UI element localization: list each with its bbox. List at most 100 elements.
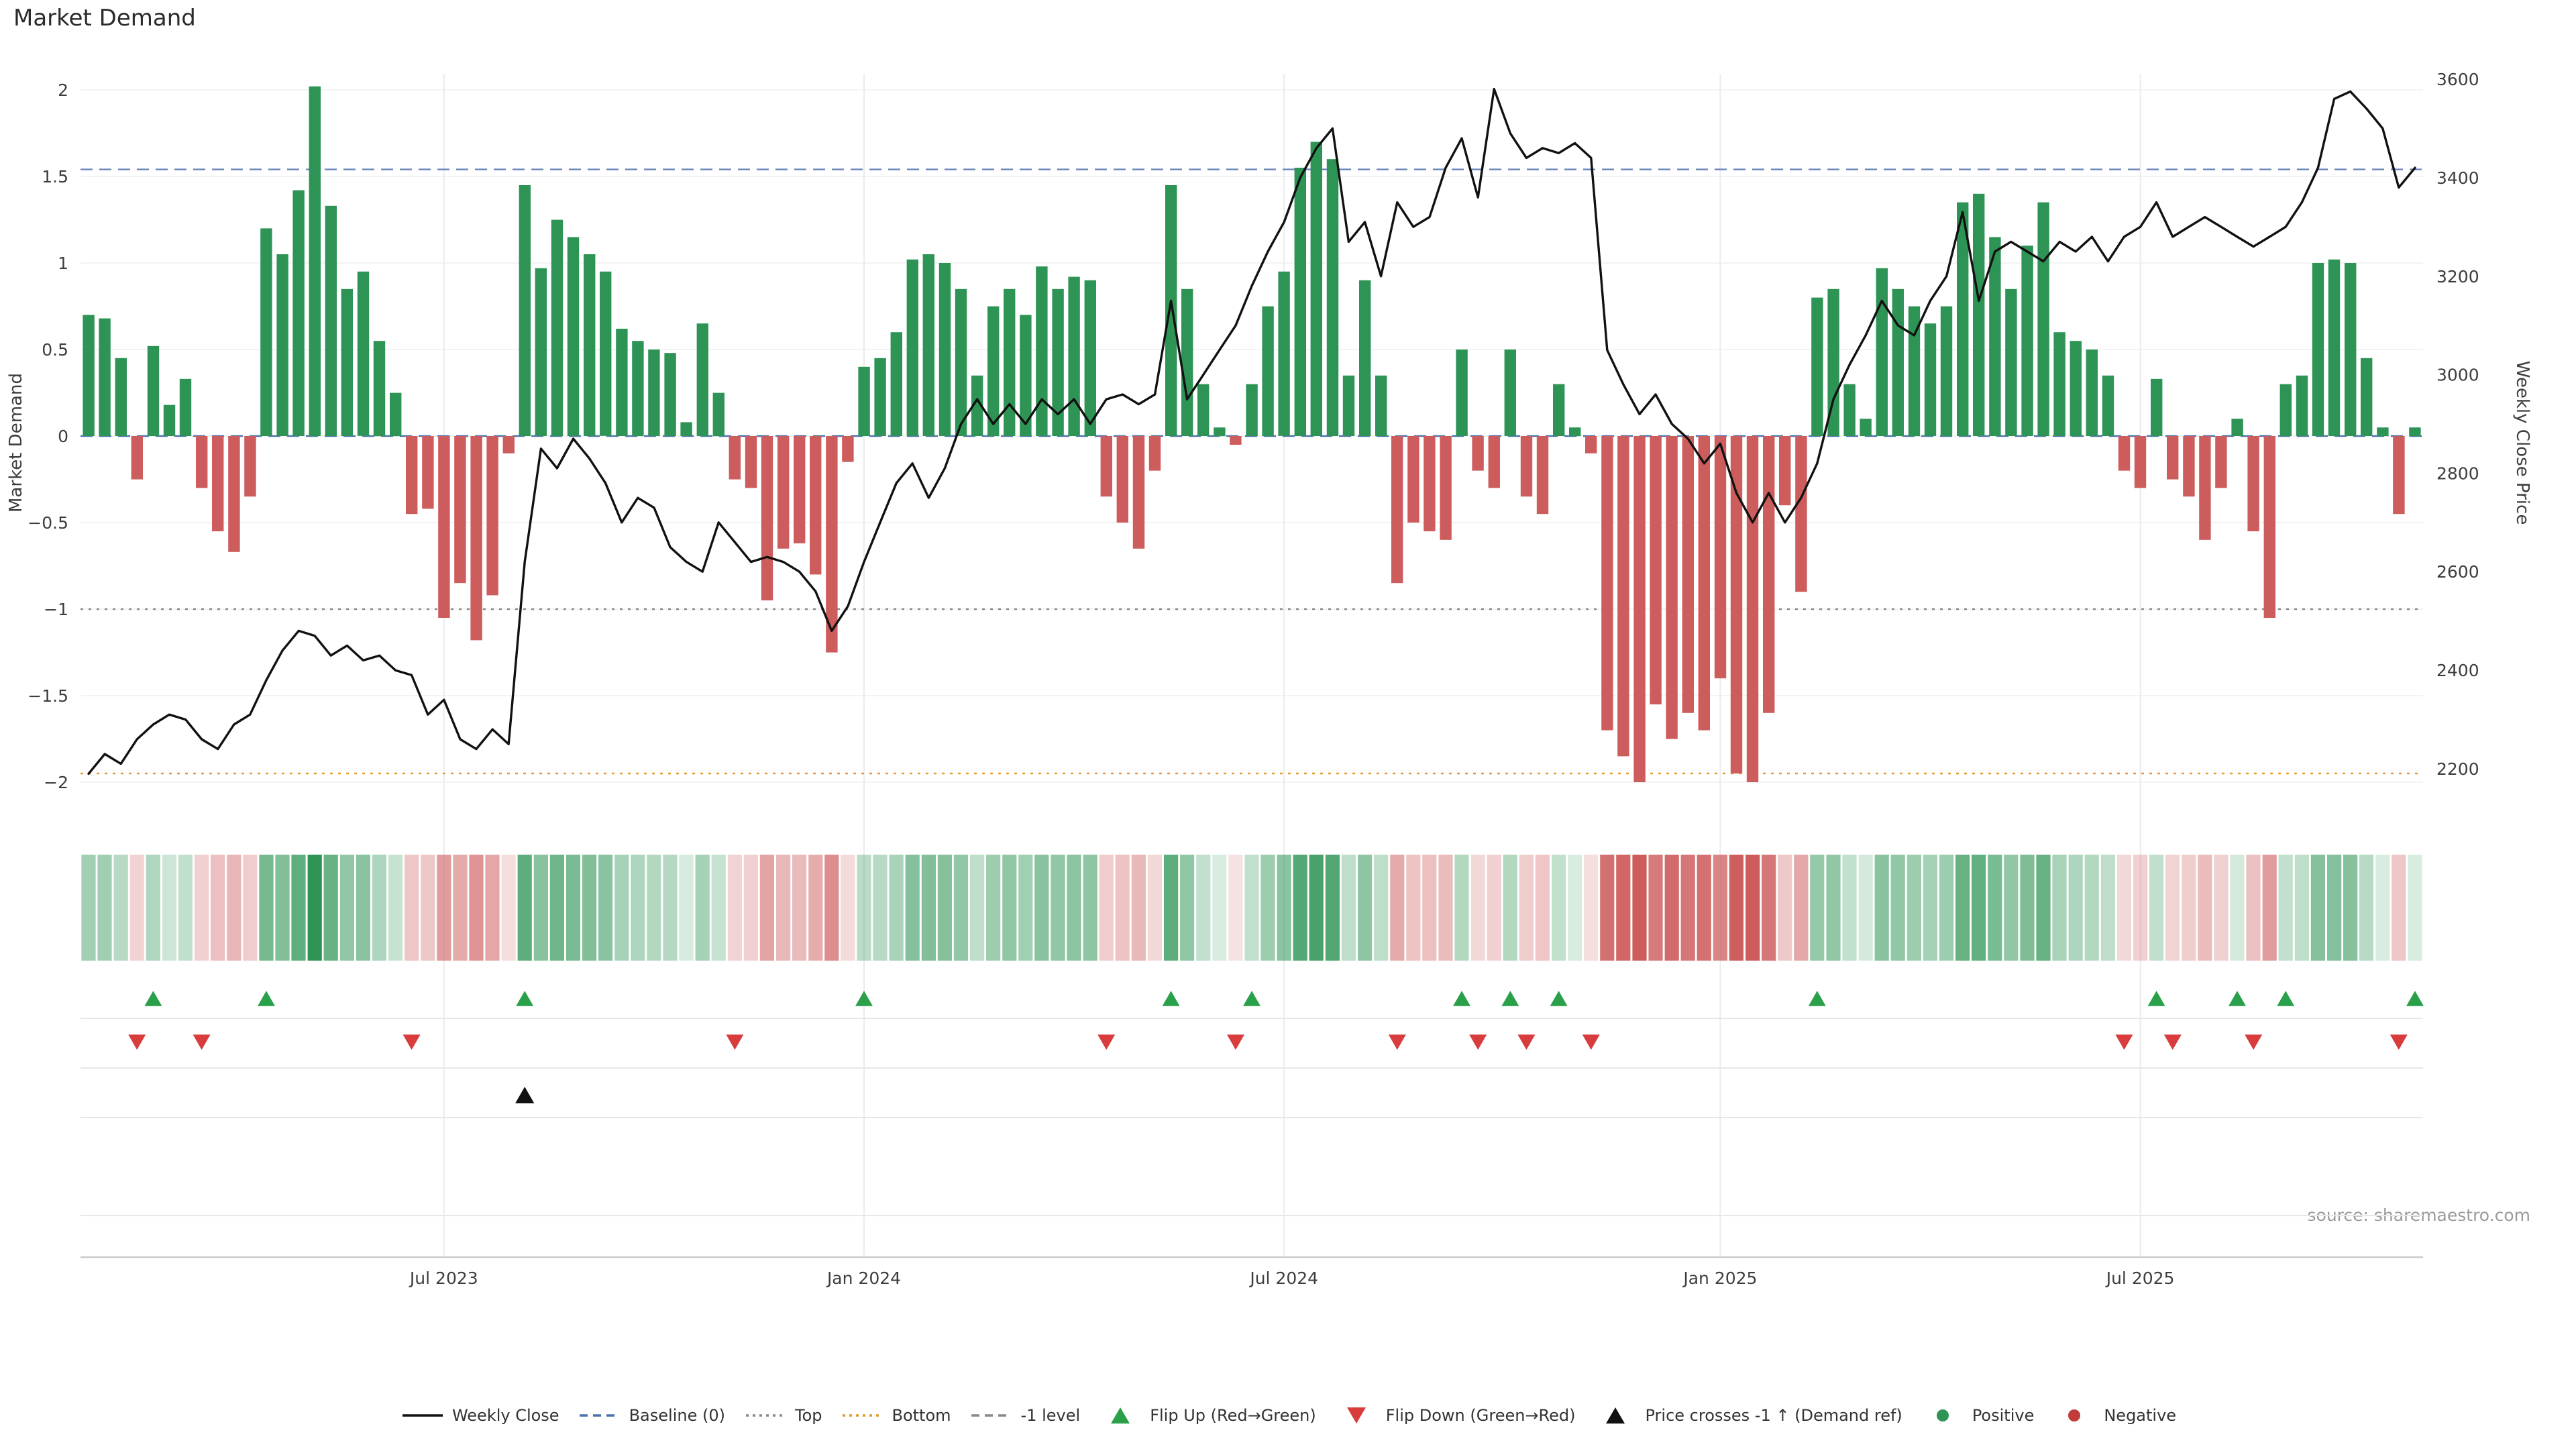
left-tick-label: 0.5 [42, 340, 68, 360]
demand-bar [1860, 419, 1872, 436]
demand-bar [1407, 436, 1419, 523]
legend-label: Flip Down (Green→Red) [1385, 1406, 1576, 1425]
heatmap-cell [792, 855, 807, 961]
demand-bar [1214, 427, 1226, 437]
heatmap-cell [2182, 855, 2196, 961]
demand-bar [761, 436, 773, 600]
legend-swatch-line [579, 1414, 620, 1417]
demand-bar [115, 358, 127, 436]
demand-bar [1536, 436, 1549, 515]
demand-bar [1924, 323, 1937, 436]
x-axis-ticks: Jul 2023 Jan 2024 Jul 2024 Jan 2025 Jul 2025 [409, 1269, 2175, 1288]
demand-bar [502, 436, 515, 453]
demand-bar [1682, 436, 1694, 713]
demand-bar [2328, 259, 2341, 436]
demand-bar [1488, 436, 1500, 488]
demand-bar [357, 271, 370, 436]
heatmap-cell [1390, 855, 1405, 961]
heatmap-cell [1180, 855, 1195, 961]
demand-bar [276, 254, 288, 436]
heatmap-cell [937, 855, 952, 961]
demand-bar [1811, 297, 1823, 436]
heatmap-cell [259, 855, 274, 961]
heatmap-cell [1260, 855, 1275, 961]
heatmap-cell [129, 855, 144, 961]
heatmap-cell [2036, 855, 2051, 961]
heatmap-cell [2068, 855, 2083, 961]
demand-bar [632, 341, 644, 437]
legend-item: Baseline (0) [577, 1406, 725, 1425]
demand-bar [1342, 375, 1355, 436]
flip-down-marker [128, 1034, 146, 1050]
heatmap-cell [1746, 855, 1760, 961]
heatmap-cell [1051, 855, 1065, 961]
right-tick-label: 2600 [2436, 562, 2479, 582]
flip-up-marker [1501, 991, 1519, 1006]
heatmap-cell [1196, 855, 1211, 961]
demand-bar [2070, 341, 2082, 437]
demand-bar [922, 254, 934, 436]
flip-down-markers [128, 1034, 2408, 1050]
demand-bar [584, 254, 596, 436]
demand-bar [1957, 202, 1969, 436]
heatmap-cell [1762, 855, 1776, 961]
demand-bar [2021, 246, 2033, 436]
demand-bar [1116, 436, 1128, 523]
demand-bar [1569, 427, 1581, 437]
demand-bar [83, 315, 95, 436]
heatmap-cell [2408, 855, 2422, 961]
demand-bar [179, 378, 192, 436]
heatmap-cell [2020, 855, 2035, 961]
heatmap-cell [2084, 855, 2099, 961]
demand-bar [2199, 436, 2211, 540]
heatmap-cell [1923, 855, 1937, 961]
demand-bar [373, 341, 386, 437]
heatmap-cell [1535, 855, 1550, 961]
legend-swatch-line [842, 1414, 883, 1417]
left-tick-label: −2 [44, 773, 68, 792]
heatmap-cell [307, 855, 322, 961]
demand-bar [1763, 436, 1775, 713]
demand-bar [1585, 436, 1597, 453]
right-tick-label: 2800 [2436, 464, 2479, 483]
demand-bar [2377, 427, 2389, 437]
demand-bar [2118, 436, 2131, 471]
demand-bar [1746, 436, 1759, 782]
heatmap-cell [1002, 855, 1017, 961]
demand-bar [1908, 306, 1921, 437]
demand-bar [1650, 436, 1662, 704]
chart-legend: Weekly Close Baseline (0) Top Bottom -1 leve… [0, 1406, 2576, 1425]
heatmap-cell [227, 855, 241, 961]
price-line [87, 87, 2416, 775]
demand-bar [729, 436, 741, 480]
heatmap-cell [2246, 855, 2261, 961]
flip-down-marker [2163, 1034, 2182, 1050]
demand-bar [1375, 375, 1387, 436]
demand-bar [1456, 350, 1468, 436]
heatmap-cell [1729, 855, 1743, 961]
heatmap-cell [1470, 855, 1485, 961]
heatmap-cell [566, 855, 580, 961]
demand-bar [2231, 419, 2243, 436]
demand-bar [244, 436, 256, 497]
heatmap-cell [759, 855, 774, 961]
heatmap-cell [2359, 855, 2374, 961]
heatmap-cell [1277, 855, 1291, 961]
heatmap-cell [1034, 855, 1049, 961]
demand-bar [2279, 384, 2292, 436]
demand-bar [438, 436, 450, 618]
heatmap-cell [2165, 855, 2180, 961]
heatmap-cell [1099, 855, 1114, 961]
heatmap-cell [1939, 855, 1954, 961]
demand-bar [163, 405, 176, 436]
heatmap-cell [453, 855, 468, 961]
demand-bar [648, 350, 660, 436]
heatmap-cell [1309, 855, 1324, 961]
heatmap-cell [1955, 855, 1970, 961]
demand-bar [228, 436, 240, 552]
heatmap-cell [1164, 855, 1179, 961]
heatmap-cell [275, 855, 290, 961]
demand-bar [1730, 436, 1743, 773]
demand-bar [1940, 306, 1953, 437]
demand-bar [1100, 436, 1112, 497]
